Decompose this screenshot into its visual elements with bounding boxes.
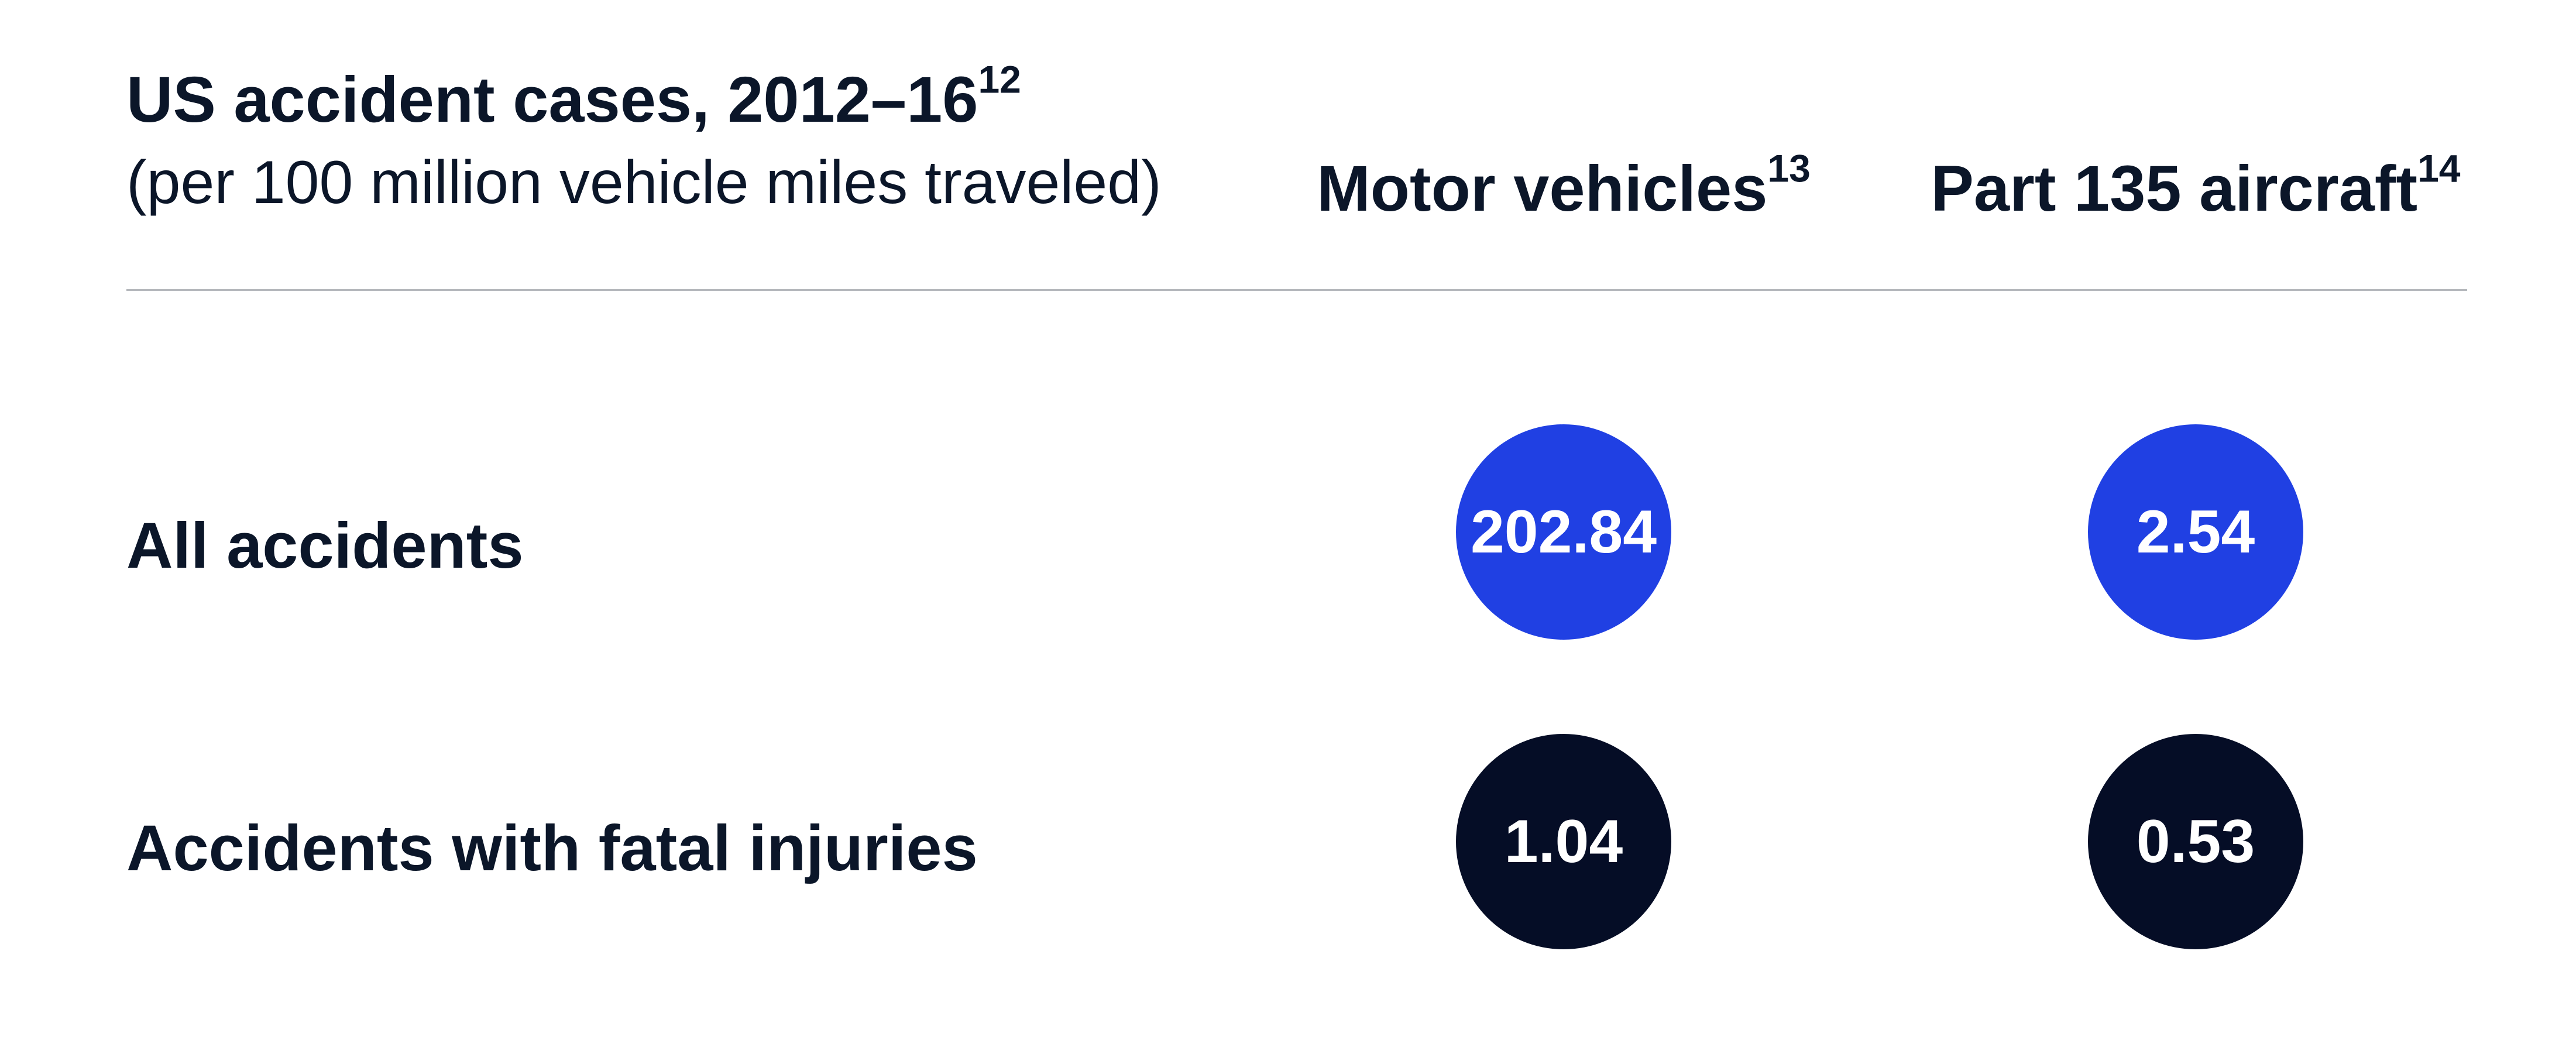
column-footnote: 13 [1767,146,1811,190]
chart-title: US accident cases, 2012–1612 [126,60,1021,136]
row-label-all-accidents: All accidents [126,510,524,582]
value-bubble-all-aircraft: 2.54 [2088,424,2303,640]
column-header-label: Part 135 aircraft [1931,153,2418,225]
header-divider [126,289,2467,291]
column-header-motor-vehicles: Motor vehicles13 [1317,149,1811,225]
value-bubble-all-motor: 202.84 [1456,424,1671,640]
chart-subtitle: (per 100 million vehicle miles traveled) [126,149,1162,217]
row-label-fatal-accidents: Accidents with fatal injuries [126,812,978,884]
value-bubble-fatal-motor: 1.04 [1456,734,1671,949]
chart-title-text: US accident cases, 2012–16 [126,64,978,136]
column-header-part-135-aircraft: Part 135 aircraft14 [1931,149,2460,225]
value-bubble-fatal-aircraft: 0.53 [2088,734,2303,949]
column-header-label: Motor vehicles [1317,153,1768,225]
column-footnote: 14 [2417,146,2461,190]
title-footnote: 12 [978,57,1021,101]
